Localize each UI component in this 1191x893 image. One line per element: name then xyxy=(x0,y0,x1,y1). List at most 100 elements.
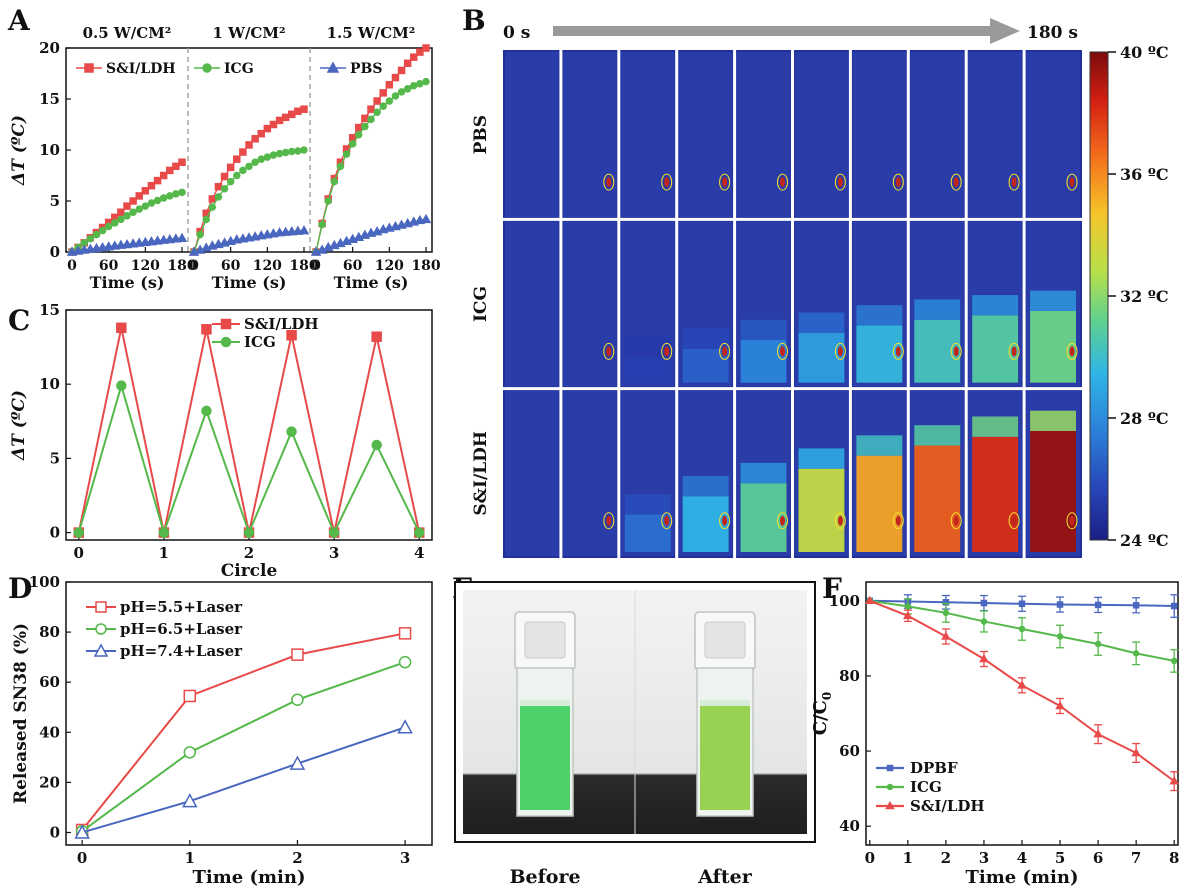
panel-label-f: F xyxy=(822,572,842,605)
panel-f-point-dpbf xyxy=(1056,601,1064,608)
panel-f-point-dpbf xyxy=(1170,602,1178,610)
panel-a-legend-label: PBS xyxy=(350,61,382,77)
panel-e-caption-after: After xyxy=(697,866,752,888)
panel-a-point-s-i-ldh xyxy=(129,197,137,205)
panel-a-xtick-label: 120 xyxy=(253,258,282,274)
panel-a-point-s-i-ldh xyxy=(239,148,247,156)
panel-b: B 0 s 180 s PBS ICG S&I/LDH 40 ºC 36 ºC 32 ºC 28 … xyxy=(462,4,1169,558)
panel-d-xtick-label: 0 xyxy=(77,849,87,867)
panel-a-legend-label: S&I/LDH xyxy=(106,61,176,77)
panel-a-xtick-label: 0 xyxy=(67,258,77,274)
panel-label-c: C xyxy=(8,304,30,337)
panel-b-colorbar-label: 24 ºC xyxy=(1120,531,1169,550)
panel-f-point-s-i-ldh xyxy=(1017,680,1027,689)
panel-f-point-s-i-ldh xyxy=(1131,747,1141,757)
panel-a-xtick-label: 60 xyxy=(343,258,363,274)
panel-b-laser-halo xyxy=(950,342,962,360)
panel-a-point-icg xyxy=(123,212,131,220)
panel-b-laser-spot xyxy=(895,346,901,357)
panel-label-d: D xyxy=(8,572,32,605)
panel-d-ytick-label: 40 xyxy=(39,723,60,741)
panel-b-frame-warm xyxy=(856,435,903,456)
panel-b-laser-spot xyxy=(780,177,785,188)
panel-f-point-s-i-ldh xyxy=(1055,700,1065,710)
panel-b-laser-halo xyxy=(661,342,673,360)
panel-a-point-icg xyxy=(275,149,284,158)
panel-b-frame xyxy=(852,52,907,218)
panel-b-frame-hot xyxy=(856,455,903,552)
panel-f-point-dpbf xyxy=(980,599,988,607)
panel-c-point-icg xyxy=(116,380,127,391)
panel-d-legend-label: pH=7.4+Laser xyxy=(120,642,243,660)
panel-c-point-s-i-ldh xyxy=(286,329,297,341)
panel-a-point-icg xyxy=(318,220,326,229)
panel-c-point-icg xyxy=(158,527,170,538)
panel-f-point-dpbf xyxy=(1094,601,1102,609)
panel-a-point-icg xyxy=(391,92,400,100)
panel-b-frame-bg xyxy=(562,390,617,556)
panel-a-subtitle: 1.5 W/CM² xyxy=(327,24,416,42)
panel-a-point-icg xyxy=(410,81,418,90)
panel-f-point-icg xyxy=(1170,657,1178,665)
panel-b-frame-bg xyxy=(562,221,617,387)
panel-a-point-icg xyxy=(220,185,229,193)
panel-b-laser-halo xyxy=(1008,173,1020,191)
panel-b-frame xyxy=(736,221,791,387)
panel-a-ytick-label: 15 xyxy=(39,90,60,108)
panel-a-legend-marker xyxy=(202,63,212,73)
panel-b-frame xyxy=(505,52,559,218)
panel-d-line-ph-5-5-laser xyxy=(81,632,406,831)
panel-b-colorbar-label: 28 ºC xyxy=(1120,409,1169,428)
panel-b-frame-bg xyxy=(736,52,791,218)
panel-e-caption-before: Before xyxy=(509,866,580,888)
panel-a-point-icg xyxy=(300,146,308,154)
panel-a-point-icg xyxy=(214,193,223,201)
panel-f-ytick-label: 60 xyxy=(839,742,860,760)
panel-c-point-icg xyxy=(73,527,85,538)
panel-c-legend-label: S&I/LDH xyxy=(244,315,319,333)
panel-d-legend-marker xyxy=(95,601,107,613)
panel-f-legend-marker xyxy=(886,783,894,791)
panel-b-frame-hot xyxy=(624,514,671,552)
panel-d-ytick-label: 20 xyxy=(39,773,60,791)
cuvette-before xyxy=(514,611,576,817)
panel-f-xtick-label: 0 xyxy=(865,849,875,867)
panel-d-point-ph-7-4-laser xyxy=(397,719,413,734)
panel-d-xlabel: Time (min) xyxy=(192,867,305,888)
panel-label-a: A xyxy=(7,4,31,37)
panel-c-xtick-label: 3 xyxy=(329,544,339,562)
panel-a-point-s-i-ldh xyxy=(367,105,375,113)
panel-a-point-s-i-ldh xyxy=(391,73,400,82)
panel-b-laser-spot xyxy=(953,515,959,526)
panel-a-xlabel: Time (s) xyxy=(212,273,287,292)
panel-a-point-icg xyxy=(166,192,174,200)
panel-f-ylabel: C/C0 xyxy=(810,692,834,736)
panel-b-laser-spot xyxy=(722,515,728,526)
panel-b-frame-hot xyxy=(740,340,787,383)
panel-b-frame-hot xyxy=(740,483,787,552)
panel-b-row-label: PBS xyxy=(471,115,491,154)
panel-b-frame xyxy=(794,390,849,556)
panel-a-point-s-i-ldh xyxy=(257,129,265,138)
panel-b-frame-warm xyxy=(624,337,671,358)
panel-a-point-icg xyxy=(153,196,162,205)
panel-b-frame xyxy=(910,390,965,556)
panel-label-b: B xyxy=(462,4,486,37)
panel-a-point-icg xyxy=(355,130,363,139)
panel-a-point-icg xyxy=(324,197,332,205)
panel-b-frame xyxy=(620,390,675,556)
panel-b-laser-halo xyxy=(1066,342,1078,360)
panel-f-point-s-i-ldh xyxy=(979,654,989,663)
panel-a-point-icg xyxy=(172,190,180,198)
panel-a-ylabel: ΔT (ºC) xyxy=(9,115,29,186)
panel-a-point-s-i-ldh xyxy=(300,105,308,113)
panel-f-ylabel-main: C/C xyxy=(810,700,831,735)
panel-b-frame-warm xyxy=(914,425,961,446)
panel-a-xtick-label: 120 xyxy=(131,258,160,274)
panel-a-point-icg xyxy=(159,194,168,202)
panel-b-laser-spot xyxy=(606,177,612,188)
panel-d-legend-label: pH=5.5+Laser xyxy=(120,598,243,616)
panel-b-colorbar-label: 40 ºC xyxy=(1120,43,1169,62)
panel-c-ytick-label: 10 xyxy=(39,375,60,393)
